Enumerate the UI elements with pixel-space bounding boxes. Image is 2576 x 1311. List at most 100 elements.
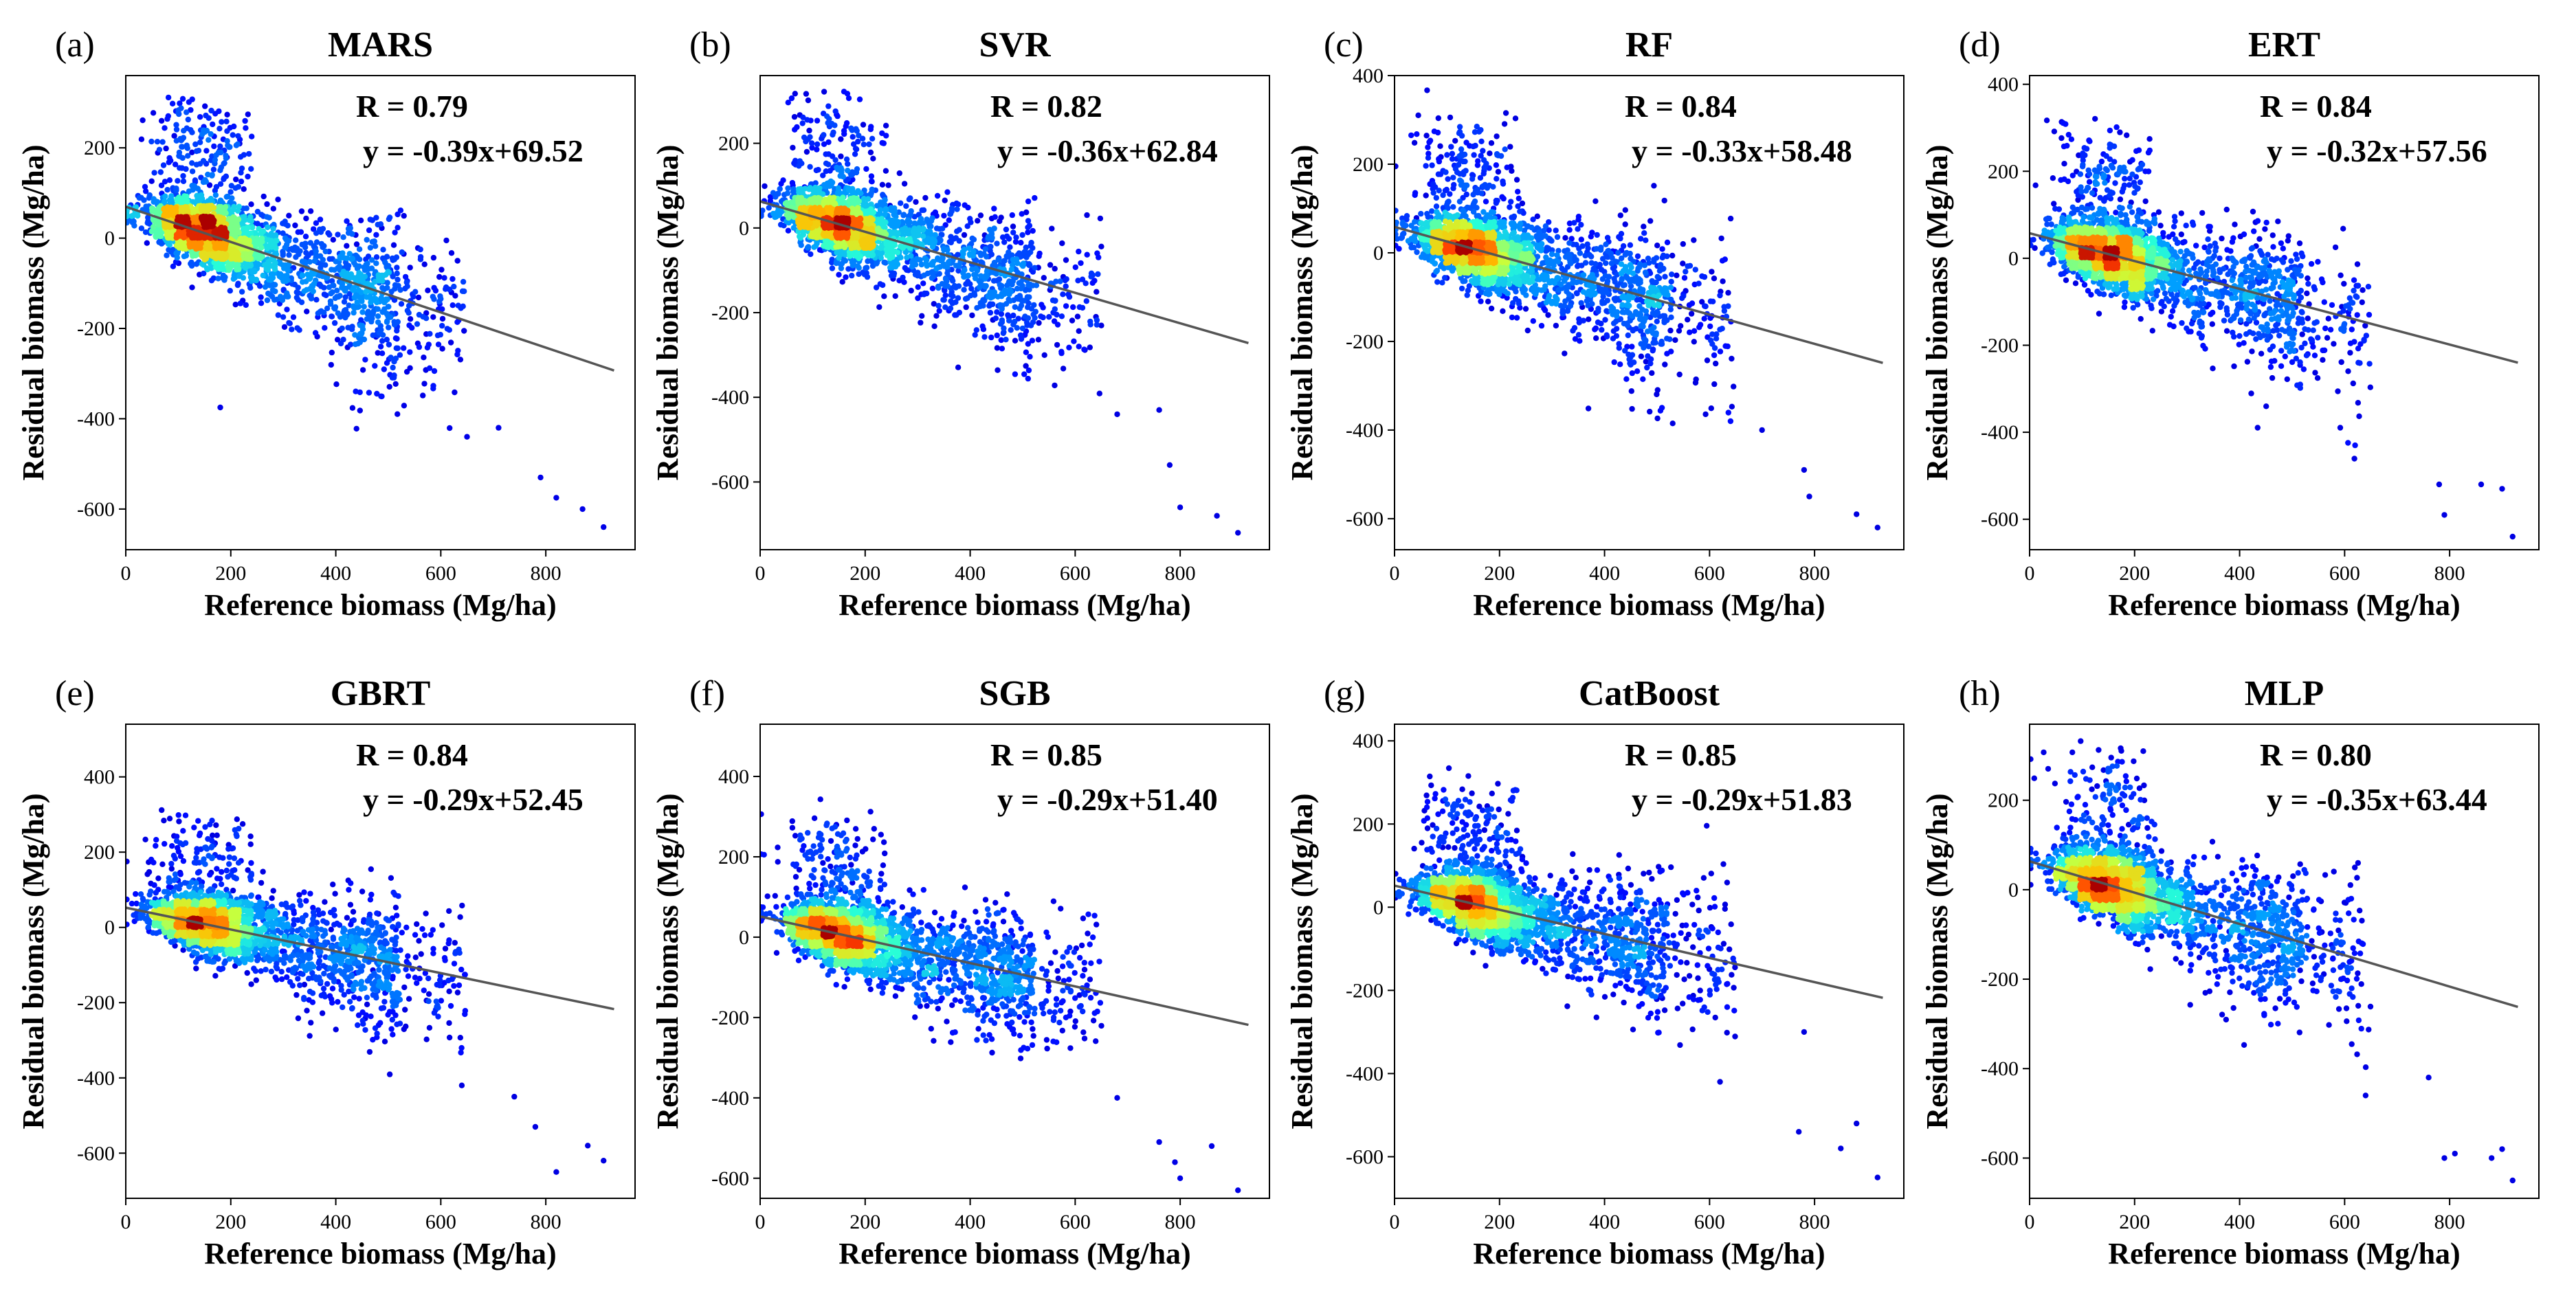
scatter-point [1012,371,1019,377]
scatter-point [1028,322,1034,328]
scatter-point [377,221,384,227]
scatter-point [806,127,812,134]
scatter-point [775,190,781,197]
scatter-point [203,214,210,220]
scatter-point [328,361,334,368]
scatter-point [1019,232,1025,238]
scatter-point [1003,226,1010,233]
scatter-point [1008,289,1014,295]
scatter-point [441,275,447,281]
scatter-point [227,199,233,205]
scatter-point [216,209,222,215]
scatter-point [961,232,968,238]
scatter-point [395,211,401,218]
scatter-point [171,133,177,139]
scatter-point [329,313,335,320]
scatter-point [1036,253,1042,259]
scatter-point [163,145,169,152]
scatter-point [212,192,219,199]
scatter-point [856,133,862,139]
scatter-point [386,383,392,390]
scatter-point [142,188,149,194]
scatter-point [896,170,903,177]
scatter-point [177,165,183,171]
scatter-point [1052,306,1058,313]
scatter-point [166,177,173,183]
scatter-point [249,133,255,139]
scatter-point [843,156,850,162]
scatter-point [379,350,386,357]
scatter-point [152,209,159,215]
scatter-point [955,295,962,301]
scatter-point [356,263,362,269]
scatter-point [162,125,168,131]
scatter-point [234,282,241,289]
scatter-point [446,327,452,333]
scatter-point [869,186,875,192]
scatter-point [1214,513,1220,519]
scatter-point [886,252,892,258]
scatter-point [931,301,937,307]
scatter-point [839,279,845,285]
scatter-point [836,255,842,261]
scatter-point [821,132,827,138]
scatter-point [874,259,880,266]
scatter-point [907,211,914,217]
scatter-point [317,216,324,223]
scatter-point [788,95,795,102]
scatter-point [860,245,867,251]
scatter-point [378,295,384,302]
scatter-point [869,135,876,142]
scatter-point [537,474,544,481]
scatter-point [1063,303,1069,309]
scatter-point [179,155,186,161]
scatter-point [852,151,858,157]
scatter-point [372,363,378,369]
scatter-point [406,310,412,316]
scatter-point [1024,294,1031,300]
scatter-point [923,260,929,267]
scatter-point [381,366,387,372]
scatter-point [243,238,250,245]
scatter-point [845,266,852,272]
scatter-point [832,108,839,115]
scatter-point [496,425,502,431]
scatter-point [334,287,340,293]
scatter-point [318,308,324,314]
plot-frame [125,75,636,550]
scatter-point [944,247,951,253]
scatter-point [129,213,135,219]
scatter-point [968,240,975,247]
scatter-point [226,144,232,150]
scatter-point [165,94,172,101]
scatter-point [247,230,254,236]
scatter-point [1058,313,1065,320]
scatter-point [968,286,975,292]
scatter-point [1000,330,1007,337]
scatter-point [825,103,832,109]
scatter-point [273,245,279,251]
scatter-point [234,208,241,214]
scatter-point [189,160,195,166]
scatter-point [267,292,274,298]
scatter-point [832,201,839,207]
scatter-point [310,288,316,295]
scatter-point [942,276,949,282]
scatter-point [809,140,815,146]
scatter-point [988,251,995,258]
scatter-point [270,263,276,269]
scatter-point [168,195,174,202]
scatter-point [973,327,980,333]
scatter-point [854,128,860,134]
scatter-point [917,241,923,247]
scatter-point [877,281,883,287]
scatter-point [258,253,265,260]
scatter-point [995,256,1001,262]
scatter-point [946,217,953,223]
scatter-point [915,295,921,302]
scatter-point [447,425,453,432]
scatter-point [394,265,400,271]
scatter-point [426,365,433,371]
scatter-point [193,161,200,168]
